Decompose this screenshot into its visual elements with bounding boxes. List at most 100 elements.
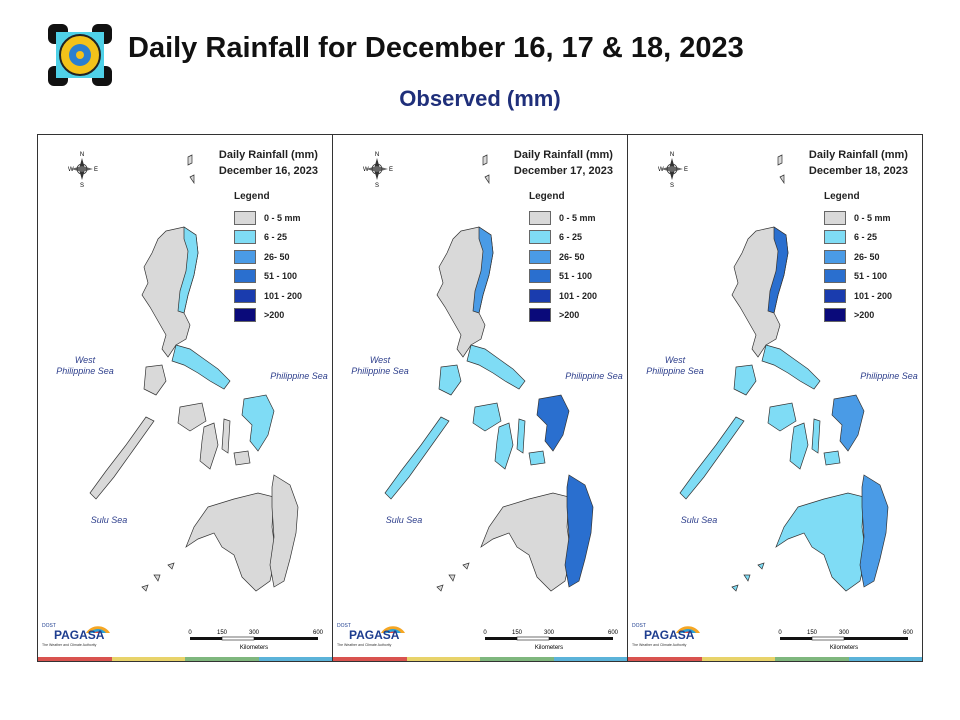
legend-item: 0 - 5 mm [824,208,914,228]
sea-label-sulu: Sulu Sea [385,515,423,525]
legend-label: 6 - 25 [559,232,583,243]
legend-swatch [824,249,846,264]
stripe-segment [628,657,702,661]
region-batanes [482,154,490,185]
legend-title: Legend [824,191,860,202]
legend-item: 26- 50 [234,247,324,267]
map-title: Daily Rainfall (mm) December 18, 2023 [809,147,908,179]
map-panels: N W E S Daily Rainfall (mm) December 16,… [37,134,923,662]
sea-label-philippine: Philippine Sea [270,371,328,381]
svg-text:W: W [68,167,74,173]
svg-text:300: 300 [839,630,850,636]
stripe-segment [848,657,922,661]
sea-label-west-philippine: West Philippine Sea [640,355,710,377]
map-title: Daily Rainfall (mm) December 16, 2023 [219,147,318,179]
region-sulu-islands [436,562,470,592]
svg-text:PAGASA: PAGASA [349,628,400,642]
region-mindanao-east [564,474,594,588]
legend-swatch [234,210,256,225]
stripe-segment [333,657,407,661]
stripe-segment [553,657,627,661]
legend-label: >200 [264,310,285,321]
scale-bar: 0 150 300 600 Kilometers [776,627,916,653]
svg-text:S: S [375,183,379,189]
svg-text:S: S [670,183,674,189]
region-palawan [89,416,155,500]
dost-logo [46,22,114,88]
legend: Legend 0 - 5 mm 6 - 25 26- 50 51 - 100 101 -… [824,191,914,325]
region-mindanao [480,492,572,592]
legend-swatch [234,288,256,303]
region-panay [177,402,207,432]
legend-item: 51 - 100 [529,267,619,287]
map-panel-dec-18: N W E S Daily Rainfall (mm) December 18,… [628,135,922,661]
legend-swatch [529,230,551,245]
svg-text:E: E [389,167,393,173]
svg-text:The Weather and Climate Author: The Weather and Climate Authority [632,643,687,647]
legend-item: 101 - 200 [824,286,914,306]
region-mindoro [438,364,462,396]
legend-swatch [824,230,846,245]
pagasa-logo: DOST PAGASA The Weather and Climate Auth… [40,611,112,649]
legend-item: 6 - 25 [529,228,619,248]
page-title: Daily Rainfall for December 16, 17 & 18,… [128,32,744,64]
legend-swatch [234,308,256,323]
legend-label: 26- 50 [264,251,290,262]
svg-text:N: N [80,152,84,158]
region-mindanao [775,492,867,592]
svg-text:W: W [363,167,369,173]
legend-swatch [824,210,846,225]
legend-label: 6 - 25 [264,232,288,243]
region-palawan [679,416,745,500]
region-cebu [221,418,231,454]
legend-item: 6 - 25 [824,228,914,248]
region-luzon-east [767,226,789,314]
legend-item: >200 [529,306,619,326]
legend: Legend 0 - 5 mm 6 - 25 26- 50 51 - 100 101 -… [234,191,324,325]
legend-item: 51 - 100 [824,267,914,287]
color-stripe [38,657,332,661]
region-bohol [528,450,546,466]
legend-item: 0 - 5 mm [529,208,619,228]
region-bicol [466,344,526,390]
sea-label-philippine: Philippine Sea [860,371,918,381]
pagasa-logo: DOST PAGASA The Weather and Climate Auth… [335,611,407,649]
legend-title: Legend [234,191,270,202]
color-stripe [333,657,627,661]
legend-swatch [529,288,551,303]
legend-item: 101 - 200 [234,286,324,306]
legend-label: 6 - 25 [854,232,878,243]
legend-label: 26- 50 [559,251,585,262]
sea-label-west-line2: Philippine Sea [646,366,704,376]
sea-label-philippine: Philippine Sea [565,371,623,381]
legend-label: 0 - 5 mm [559,212,596,223]
legend-swatch [234,269,256,284]
region-negros [199,422,219,470]
legend-swatch [529,308,551,323]
north-arrow-icon: N W E S [656,149,688,189]
map-date: December 17, 2023 [513,165,613,177]
sea-label-west-line2: Philippine Sea [351,366,409,376]
legend-item: 26- 50 [824,247,914,267]
svg-text:The Weather and Climate Author: The Weather and Climate Authority [337,643,392,647]
legend-label: >200 [854,310,875,321]
region-cebu [811,418,821,454]
legend-label: 51 - 100 [854,271,888,282]
scale-bar: 0 150 300 600 Kilometers [481,627,621,653]
sea-label-west-line1: West [369,355,391,365]
svg-text:150: 150 [217,630,228,636]
svg-text:The Weather and Climate Author: The Weather and Climate Authority [42,643,97,647]
region-samar [241,394,275,452]
legend-swatch [529,210,551,225]
region-mindanao-east [269,474,299,588]
legend-label: 51 - 100 [559,271,593,282]
region-luzon-east [472,226,494,314]
svg-text:0: 0 [483,630,487,636]
stripe-segment [775,657,849,661]
svg-text:DOST: DOST [632,623,646,629]
region-mindanao-east [859,474,889,588]
legend-title: Legend [529,191,565,202]
svg-text:600: 600 [903,630,914,636]
svg-text:W: W [658,167,664,173]
svg-text:0: 0 [778,630,782,636]
